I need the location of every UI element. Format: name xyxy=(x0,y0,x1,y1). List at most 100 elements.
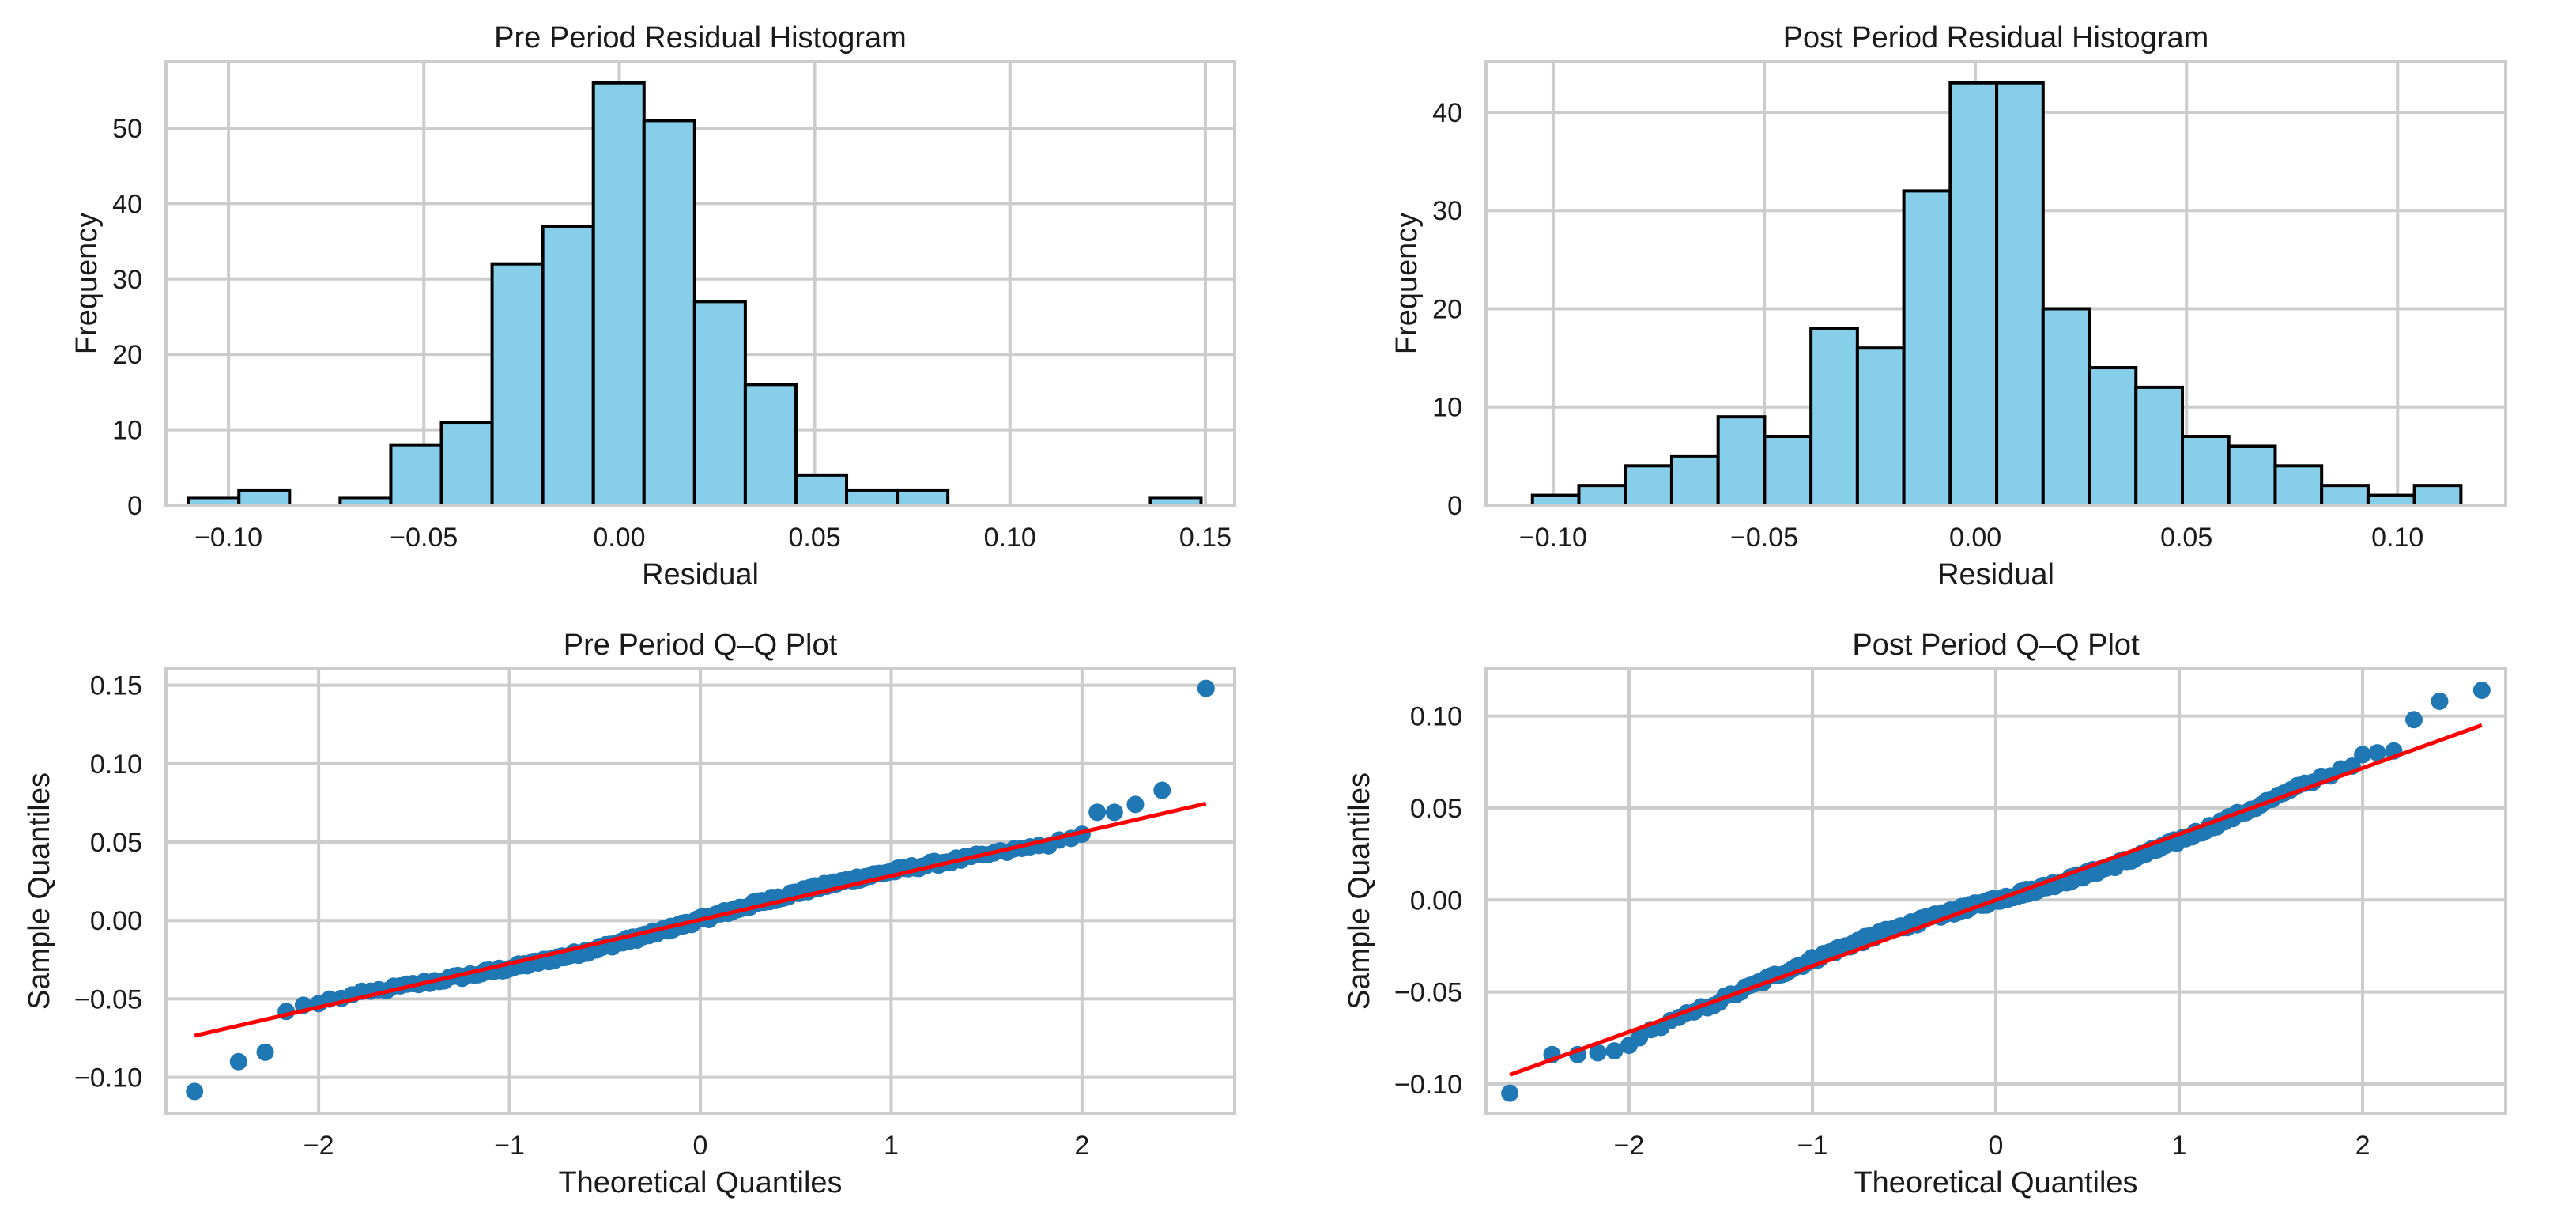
x-tick-label: 0.05 xyxy=(2160,523,2212,553)
histogram-bar xyxy=(389,443,443,507)
histogram-bar xyxy=(2273,464,2324,508)
histogram-bar xyxy=(2227,444,2277,507)
x-tick-label: −0.10 xyxy=(1519,523,1587,553)
histogram-bar xyxy=(1809,327,1859,507)
y-tick-label: −0.10 xyxy=(1394,1070,1462,1100)
histogram-bar xyxy=(896,488,950,508)
x-tick-label: 0.00 xyxy=(593,523,645,553)
qq-point xyxy=(2354,746,2372,764)
x-tick-label: −2 xyxy=(304,1131,334,1161)
histogram-bar xyxy=(794,473,849,507)
histogram-bar xyxy=(1855,346,1906,507)
x-tick-label: −1 xyxy=(494,1131,525,1161)
histogram-bar xyxy=(845,488,900,508)
x-tick-label: 2 xyxy=(1074,1131,1089,1161)
x-tick-label: 1 xyxy=(884,1131,899,1161)
qq-point xyxy=(2431,692,2449,710)
y-tick-label: 0 xyxy=(1447,491,1462,521)
x-tick-label: 0.00 xyxy=(1949,523,2001,553)
x-axis-label: Theoretical Quantiles xyxy=(558,1166,842,1199)
pre_qq-panel: −2 −1 0 1 2 −0.10 −0.05 0.00 0.05 0.10 0.15 Pre Per… xyxy=(23,629,1236,1199)
y-axis-label: Sample Quantiles xyxy=(23,772,56,1010)
y-tick-label: 20 xyxy=(112,340,142,370)
histogram-bar xyxy=(642,119,696,507)
histogram-bar xyxy=(1577,484,1627,507)
histogram-bar xyxy=(2088,366,2138,507)
axes-frame xyxy=(1484,60,2507,507)
y-axis-label: Sample Quantiles xyxy=(1343,772,1376,1010)
qq-point xyxy=(229,1052,247,1071)
axes-frame xyxy=(1484,667,2507,1115)
x-tick-label: 0 xyxy=(693,1131,708,1161)
y-tick-label: 40 xyxy=(112,189,142,219)
x-tick-label: 1 xyxy=(2172,1131,2187,1161)
y-tick-label: 0.00 xyxy=(1410,886,1462,916)
qq-point xyxy=(1197,679,1215,697)
histogram-bar xyxy=(490,262,545,507)
axes-frame xyxy=(164,60,1236,507)
qq-point xyxy=(1501,1084,1519,1102)
chart-title: Pre Period Q–Q Plot xyxy=(564,629,838,662)
histogram-bar xyxy=(1624,464,1673,508)
histogram-bar xyxy=(1902,189,1952,507)
histogram-bar xyxy=(439,421,494,508)
y-tick-label: 10 xyxy=(112,416,142,446)
qq-point xyxy=(1105,803,1123,822)
y-tick-label: 30 xyxy=(112,265,142,295)
x-tick-label: −0.05 xyxy=(390,523,458,553)
histogram-bar xyxy=(541,224,595,507)
qq-point xyxy=(1153,781,1171,799)
histogram-bar xyxy=(1948,81,1999,507)
qq-point xyxy=(1088,803,1107,822)
y-tick-label: −0.10 xyxy=(74,1063,142,1093)
y-tick-label: 10 xyxy=(1432,393,1462,423)
y-tick-label: 0.05 xyxy=(1410,794,1462,824)
y-tick-label: −0.05 xyxy=(74,984,142,1014)
qq-point xyxy=(2472,681,2491,699)
histogram-bar xyxy=(2134,385,2184,507)
x-tick-label: −0.05 xyxy=(1730,523,1798,553)
histogram-bar xyxy=(2412,484,2463,507)
chart-title: Post Period Residual Histogram xyxy=(1783,21,2209,55)
qq-point xyxy=(1589,1044,1607,1062)
qq-fit-line xyxy=(1509,723,2483,1077)
y-axis-label: Frequency xyxy=(70,213,104,355)
y-tick-label: 30 xyxy=(1432,196,1462,226)
x-tick-label: 0.10 xyxy=(984,523,1036,553)
y-tick-label: 0.10 xyxy=(90,750,142,780)
qq-point xyxy=(2368,744,2386,762)
histogram-bar xyxy=(591,81,646,507)
x-tick-label: 2 xyxy=(2355,1131,2370,1161)
histogram-bar xyxy=(237,488,292,508)
x-axis-label: Theoretical Quantiles xyxy=(1854,1166,2137,1199)
chart-title: Pre Period Residual Histogram xyxy=(494,21,907,55)
x-tick-label: −1 xyxy=(1797,1131,1828,1161)
x-axis-label: Residual xyxy=(1937,558,2054,591)
histogram-bar xyxy=(1716,415,1767,507)
qq-point xyxy=(186,1082,204,1101)
qq-point xyxy=(1605,1042,1624,1060)
y-tick-label: −0.05 xyxy=(1394,978,1462,1008)
histogram-bar xyxy=(1669,454,1720,508)
x-tick-label: −0.10 xyxy=(194,523,262,553)
x-tick-label: 0.10 xyxy=(2371,523,2423,553)
histogram-bar xyxy=(692,300,747,507)
histogram-bar xyxy=(743,383,798,507)
post_qq-panel: −2 −1 0 1 2 −0.10 −0.05 0.00 0.05 0.10 Post Period… xyxy=(1343,629,2507,1199)
histogram-bar xyxy=(2320,484,2370,507)
histogram-bar xyxy=(1763,435,1813,507)
histogram-bar xyxy=(1995,81,2045,507)
y-tick-label: 50 xyxy=(112,114,142,144)
y-tick-label: 0.15 xyxy=(90,671,142,701)
post_hist-panel: −0.10 −0.05 0.00 0.05 0.10 0 10 20 30 40 Post Peri… xyxy=(1390,21,2507,591)
x-tick-label: 0 xyxy=(1989,1131,2004,1161)
qq-fit-line xyxy=(194,801,1207,1038)
y-tick-label: 0.00 xyxy=(90,906,142,936)
histogram-bar xyxy=(2180,435,2231,507)
qq-point xyxy=(1126,795,1145,814)
y-tick-label: 40 xyxy=(1432,98,1462,128)
x-tick-label: 0.05 xyxy=(788,523,840,553)
x-tick-label: 0.15 xyxy=(1179,523,1231,553)
chart-title: Post Period Q–Q Plot xyxy=(1852,629,2140,662)
